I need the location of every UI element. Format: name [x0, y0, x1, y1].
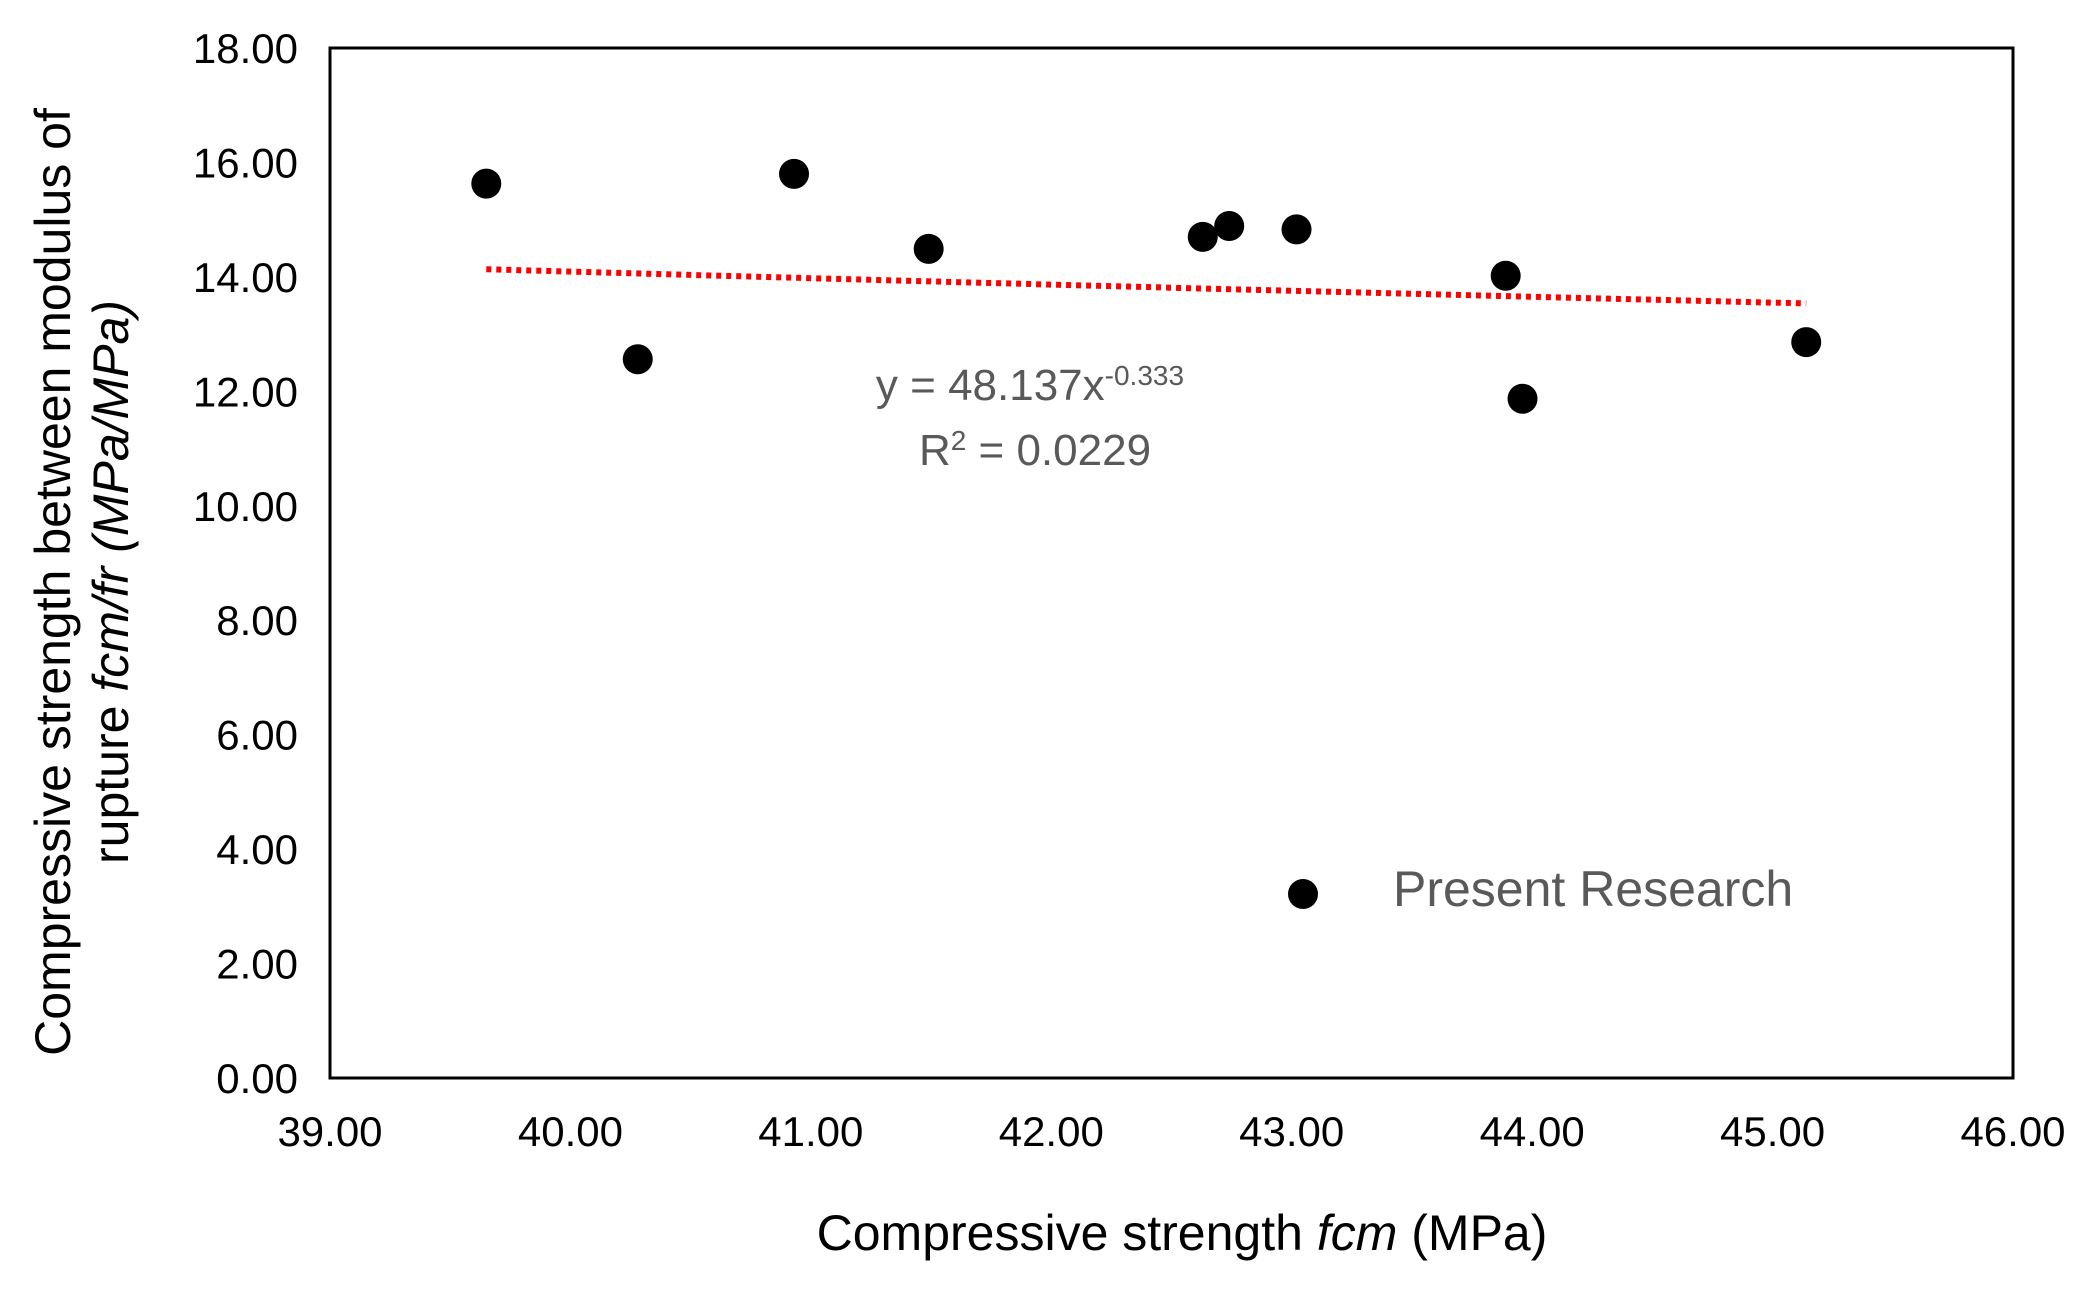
legend-marker	[1288, 879, 1318, 909]
y-tick-label: 0.00	[216, 1055, 298, 1102]
x-tick-label: 44.00	[1480, 1108, 1585, 1155]
x-tick-label: 45.00	[1720, 1108, 1825, 1155]
y-tick-label: 8.00	[216, 597, 298, 644]
plot-area	[328, 46, 2015, 1080]
y-tick-label: 4.00	[216, 826, 298, 873]
x-tick-label: 41.00	[758, 1108, 863, 1155]
y-axis-title-line2: rupture fcm/fr (MPa/MPa)	[83, 300, 139, 864]
y-axis-title: Compressive strength between modulus of …	[25, 108, 139, 1056]
y-tick-label: 12.00	[193, 368, 298, 415]
x-tick-label: 39.00	[277, 1108, 382, 1155]
x-tick-label: 40.00	[518, 1108, 623, 1155]
legend-label: Present Research	[1393, 861, 1793, 917]
x-axis-ticks: 39.00 40.00 41.00 42.00 43.00 44.00 45.00 46.00	[277, 1108, 2065, 1155]
data-point	[1490, 260, 1521, 291]
data-point	[1507, 383, 1538, 414]
y-tick-label: 6.00	[216, 712, 298, 759]
legend: Present Research	[1288, 861, 1793, 917]
data-point	[471, 168, 502, 199]
data-point	[1187, 221, 1218, 252]
x-tick-label: 43.00	[1239, 1108, 1344, 1155]
r-squared: R2 = 0.0229	[919, 425, 1151, 476]
y-tick-label: 10.00	[193, 483, 298, 530]
x-tick-label: 46.00	[1960, 1108, 2065, 1155]
data-point	[622, 344, 653, 375]
y-tick-label: 16.00	[193, 139, 298, 186]
data-point	[1791, 327, 1822, 358]
data-point	[779, 158, 810, 189]
y-axis-title-line1: Compressive strength between modulus of	[25, 108, 81, 1056]
y-tick-label: 18.00	[193, 25, 298, 72]
trend-equation: y = 48.137x-0.333	[876, 360, 1184, 411]
x-axis-title: Compressive strength fcm (MPa)	[817, 1205, 1548, 1261]
data-point	[1281, 214, 1312, 245]
y-axis-ticks: 0.00 2.00 4.00 6.00 8.00 10.00 12.00 14.00 16.00…	[193, 25, 298, 1102]
trendline	[486, 266, 1807, 307]
y-tick-label: 2.00	[216, 941, 298, 988]
data-point	[913, 233, 944, 264]
data-point	[1214, 210, 1245, 241]
x-tick-label: 42.00	[999, 1108, 1104, 1155]
data-points	[471, 158, 1822, 414]
y-tick-label: 14.00	[193, 254, 298, 301]
